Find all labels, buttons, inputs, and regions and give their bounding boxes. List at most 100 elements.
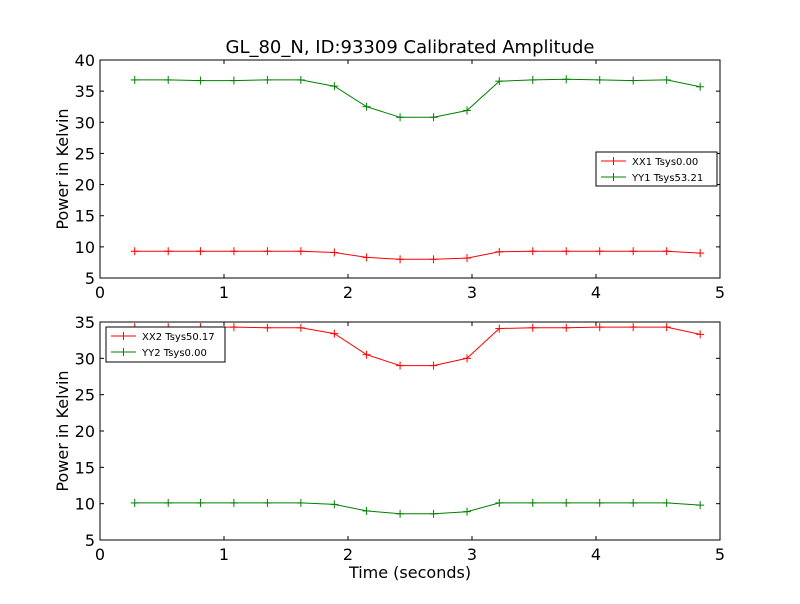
data-point xyxy=(164,247,173,256)
data-point xyxy=(528,498,537,507)
data-point xyxy=(662,498,671,507)
legend-label: YY2 Tsys0.00 xyxy=(141,348,207,359)
data-point xyxy=(263,498,272,507)
data-point xyxy=(196,247,205,256)
x-axis-label: Time (seconds) xyxy=(348,563,471,582)
y-tick-label: 25 xyxy=(75,144,95,163)
data-point xyxy=(196,76,205,85)
legend: XX2 Tsys50.17 YY2 Tsys0.00 xyxy=(105,326,226,363)
x-tick-label: 5 xyxy=(715,283,725,302)
legend: XX1 Tsys0.00 YY1 Tsys53.21 xyxy=(595,151,718,187)
data-point xyxy=(696,330,705,339)
data-point xyxy=(629,323,638,332)
subplot-top: 0 1 2 3 4 5 5 10 15 20 25 30 35 40 Power in Kelvin XX1 … xyxy=(53,51,725,302)
plot-frame xyxy=(99,59,721,279)
data-point xyxy=(362,350,371,359)
data-point xyxy=(330,500,339,509)
legend-label: XX1 Tsys0.00 xyxy=(632,157,698,168)
legend-label: YY1 Tsys53.21 xyxy=(631,173,703,184)
data-point xyxy=(595,498,604,507)
x-tick-label: 4 xyxy=(591,283,601,302)
data-point xyxy=(528,247,537,256)
data-point xyxy=(696,501,705,510)
data-point xyxy=(396,113,405,122)
data-point xyxy=(396,361,405,370)
data-point xyxy=(495,247,504,256)
data-point xyxy=(429,361,438,370)
data-point xyxy=(362,102,371,111)
data-point xyxy=(229,247,238,256)
series-line xyxy=(134,78,701,118)
data-point xyxy=(495,498,504,507)
y-tick-label: 5 xyxy=(85,531,95,550)
data-point xyxy=(696,82,705,91)
data-point xyxy=(296,247,305,256)
x-tick-label: 4 xyxy=(591,545,601,564)
data-point xyxy=(662,247,671,256)
data-point xyxy=(396,255,405,264)
data-point xyxy=(528,323,537,332)
data-point xyxy=(330,329,339,338)
data-point xyxy=(130,247,139,256)
legend-entry: XX2 Tsys50.17 xyxy=(111,332,215,343)
data-point xyxy=(330,248,339,257)
chart-title: GL_80_N, ID:93309 Calibrated Amplitude xyxy=(226,37,595,58)
y-tick-label: 35 xyxy=(75,82,95,101)
data-point xyxy=(330,82,339,91)
data-point xyxy=(495,77,504,86)
series-2 xyxy=(130,498,705,518)
y-axis-label: Power in Kelvin xyxy=(53,108,72,229)
data-point xyxy=(130,498,139,507)
series-line xyxy=(134,502,701,515)
y-tick-label: 10 xyxy=(75,495,95,514)
x-tick-label: 3 xyxy=(467,283,477,302)
data-point xyxy=(362,253,371,262)
data-point xyxy=(696,249,705,258)
y-tick-label: 30 xyxy=(75,113,95,132)
data-point xyxy=(164,498,173,507)
data-point xyxy=(662,323,671,332)
data-point xyxy=(495,324,504,333)
legend-entry: XX1 Tsys0.00 xyxy=(601,157,698,168)
data-point xyxy=(263,75,272,84)
data-point xyxy=(229,498,238,507)
series-line xyxy=(134,250,701,260)
data-point xyxy=(296,498,305,507)
y-tick-label: 5 xyxy=(85,269,95,288)
y-tick-label: 15 xyxy=(75,458,95,477)
data-point xyxy=(362,506,371,515)
data-point xyxy=(296,75,305,84)
x-tick-label: 0 xyxy=(95,283,105,302)
data-point xyxy=(595,75,604,84)
x-tick-label: 5 xyxy=(715,545,725,564)
data-point xyxy=(595,323,604,332)
data-point xyxy=(629,76,638,85)
data-point xyxy=(429,509,438,518)
data-point xyxy=(528,75,537,84)
data-point xyxy=(229,323,238,332)
x-tick-label: 3 xyxy=(467,545,477,564)
y-tick-label: 10 xyxy=(75,238,95,257)
data-point xyxy=(463,507,472,516)
subplot-bottom: 0 1 2 3 4 5 5 10 15 20 25 30 35 Power in Kelvin Time (… xyxy=(53,313,725,582)
data-point xyxy=(229,76,238,85)
data-point xyxy=(463,106,472,115)
y-tick-label: 30 xyxy=(75,349,95,368)
x-tick-label: 1 xyxy=(219,283,229,302)
data-point xyxy=(595,247,604,256)
data-point xyxy=(629,498,638,507)
x-tick-label: 2 xyxy=(343,545,353,564)
data-point xyxy=(562,498,571,507)
y-tick-label: 20 xyxy=(75,422,95,441)
y-axis-label: Power in Kelvin xyxy=(53,370,72,491)
data-point xyxy=(629,247,638,256)
legend-entry: YY2 Tsys0.00 xyxy=(111,348,207,359)
y-tick-label: 20 xyxy=(75,176,95,195)
legend-box xyxy=(105,326,226,363)
y-tick-label: 15 xyxy=(75,207,95,226)
data-point xyxy=(429,255,438,264)
legend-label: XX2 Tsys50.17 xyxy=(142,332,215,343)
data-point xyxy=(263,247,272,256)
